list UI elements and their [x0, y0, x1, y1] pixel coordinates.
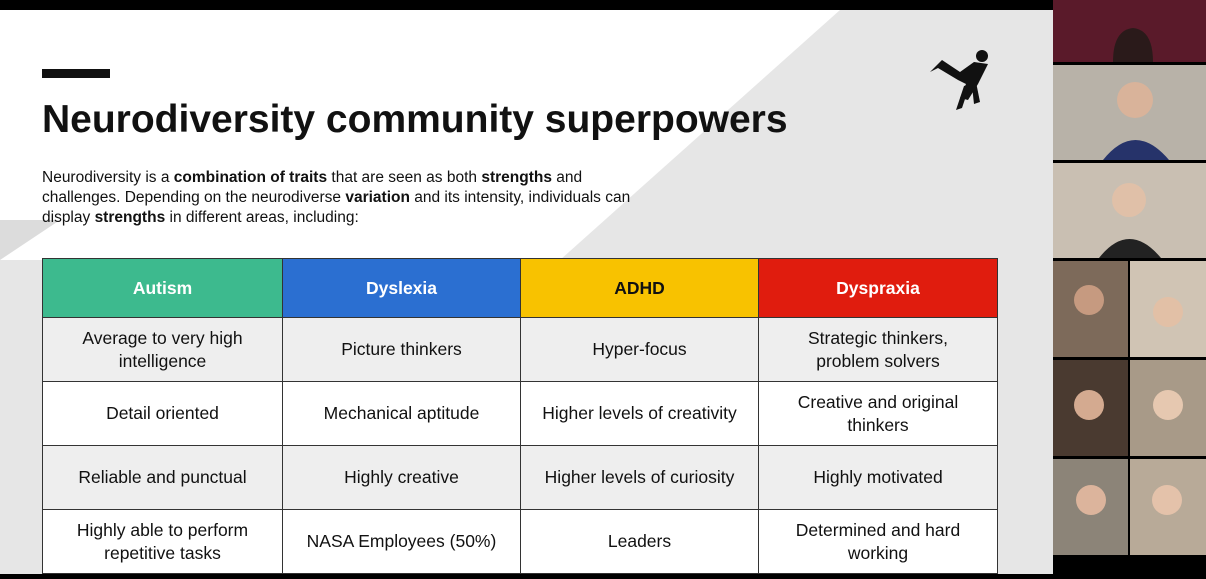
intro-bold: strengths: [481, 169, 552, 186]
header-cell: ADHD: [520, 258, 759, 318]
person: [1103, 140, 1169, 160]
slide: Neurodiversity community superpowers Neu…: [0, 10, 1053, 574]
table-cell: Creative and original thinkers: [758, 381, 998, 446]
intro-run: Neurodiversity is a: [42, 169, 174, 186]
header-cell: Autism: [42, 258, 283, 318]
person: [1112, 183, 1146, 217]
person: [1099, 239, 1161, 258]
table-cell: Average to very high intelligence: [42, 317, 283, 382]
person: [1076, 485, 1106, 515]
table-row: Highly able to perform repetitive tasks N…: [42, 509, 998, 574]
intro-bold: combination of traits: [173, 169, 328, 186]
slide-background: [0, 10, 988, 260]
header-cell: Dyspraxia: [758, 258, 998, 318]
intro-run: in different areas, including:: [165, 209, 359, 226]
slide-title: Neurodiversity community superpowers: [42, 98, 788, 141]
strengths-table: Autism Dyslexia ADHD Dyspraxia Average to ve…: [42, 258, 998, 574]
table-cell: Reliable and punctual: [42, 445, 283, 510]
intro-text: Neurodiversity is a combination of trait…: [42, 168, 642, 228]
video-tiles: [1053, 0, 1206, 574]
accent-bar: [42, 69, 110, 78]
superhero-icon: [930, 50, 988, 110]
table-cell: Highly creative: [282, 445, 521, 510]
table-cell: Determined and hard working: [758, 509, 998, 574]
person: [1152, 485, 1182, 515]
table-row: Average to very high intelligence Picture…: [42, 317, 998, 382]
table-cell: Picture thinkers: [282, 317, 521, 382]
header-row: Autism Dyslexia ADHD Dyspraxia: [42, 258, 998, 318]
intro-run: and challenges. Depending on the neurodi…: [42, 169, 583, 206]
bg-shape: [0, 10, 840, 260]
table-cell: Higher levels of curiosity: [520, 445, 759, 510]
header-cell: Dyslexia: [282, 258, 521, 318]
intro-run: and its intensity, individuals can displ…: [42, 189, 631, 226]
table-cell: NASA Employees (50%): [282, 509, 521, 574]
bg-shape: [0, 220, 60, 260]
table-cell: Detail oriented: [42, 381, 283, 446]
table-cell: Mechanical aptitude: [282, 381, 521, 446]
intro-bold: variation: [345, 189, 410, 206]
table-cell: Highly able to perform repetitive tasks: [42, 509, 283, 574]
person: [1153, 297, 1183, 327]
person: [1153, 390, 1183, 420]
person: [1074, 390, 1104, 420]
table-cell: Higher levels of creativity: [520, 381, 759, 446]
table-cell: Hyper-focus: [520, 317, 759, 382]
intro-run: that are seen as both: [327, 169, 482, 186]
table-row: Reliable and punctual Highly creative High…: [42, 445, 998, 510]
person: [1074, 285, 1104, 315]
video-grid: [1053, 0, 1206, 555]
table-cell: Strategic thinkers, problem solvers: [758, 317, 998, 382]
person: [1117, 82, 1153, 118]
person: [1113, 28, 1153, 62]
table-cell: Highly motivated: [758, 445, 998, 510]
intro-bold: strengths: [94, 209, 166, 226]
table-cell: Leaders: [520, 509, 759, 574]
table-row: Detail oriented Mechanical aptitude Higher…: [42, 381, 998, 446]
